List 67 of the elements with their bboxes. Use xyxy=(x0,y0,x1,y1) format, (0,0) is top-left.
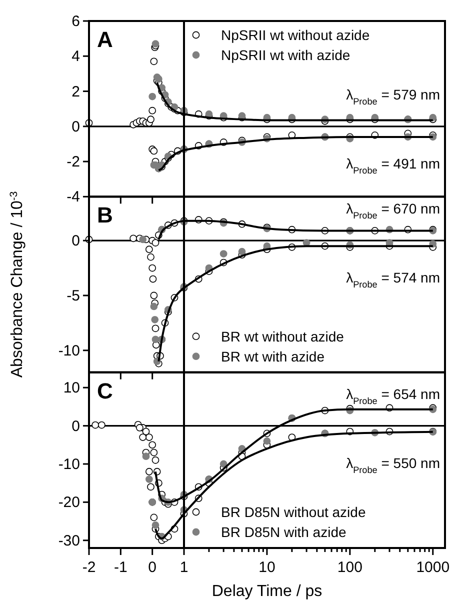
point xyxy=(136,424,144,432)
point xyxy=(152,336,160,344)
x-tick-label: -2 xyxy=(82,559,96,576)
point xyxy=(150,292,158,300)
x-axis-title: Delay Time / ps xyxy=(212,583,322,600)
point xyxy=(147,253,154,261)
point xyxy=(145,246,153,254)
point xyxy=(148,264,156,272)
point xyxy=(152,521,160,529)
legend-label: NpSRII wt with azide xyxy=(221,47,350,63)
y-tick-label: -4 xyxy=(66,188,80,206)
point xyxy=(150,514,158,522)
y-tick-label: 6 xyxy=(72,13,80,30)
point xyxy=(148,92,156,100)
y-tick-label: 0 xyxy=(72,418,80,435)
x-tick-label: 1 xyxy=(180,559,188,576)
legend-label: BR D85N with azide xyxy=(221,524,346,540)
y-tick-label: -20 xyxy=(58,494,80,512)
point xyxy=(147,483,154,491)
annotation: λ$_{Probe}$ = 579 nm xyxy=(346,86,440,106)
point xyxy=(148,106,156,114)
annotation: λ$_{Probe}$ = 654 nm xyxy=(346,386,440,406)
y-tick-label: -10 xyxy=(58,456,80,473)
y-tick-label: -5 xyxy=(66,287,80,304)
point xyxy=(92,421,100,429)
point xyxy=(139,434,147,441)
legend-label: NpSRII wt without azide xyxy=(221,27,370,43)
point xyxy=(145,468,153,476)
annotation: λ$_{Probe}$ = 574 nm xyxy=(346,270,440,290)
point xyxy=(148,441,156,449)
y-tick-label: -30 xyxy=(58,532,80,550)
annotation: λ$_{Probe}$ = 491 nm xyxy=(346,155,440,176)
point xyxy=(142,452,150,460)
point xyxy=(152,324,160,332)
y-tick-label: 2 xyxy=(72,83,80,100)
annotation: λ$_{Probe}$ = 670 nm xyxy=(346,200,440,221)
x-tick-label: 10 xyxy=(258,559,276,576)
legend-label: BR wt without azide xyxy=(221,328,344,344)
point xyxy=(151,316,159,324)
chart-title: C xyxy=(97,378,113,404)
point xyxy=(150,302,158,310)
annotation: λ$_{Probe}$ = 550 nm xyxy=(346,454,440,475)
point xyxy=(152,456,160,464)
point xyxy=(145,476,153,483)
y-tick-label: 0 xyxy=(72,232,80,250)
y-tick-label: 4 xyxy=(72,48,80,66)
y-tick-label: 0 xyxy=(72,118,80,136)
x-tick-label: 100 xyxy=(337,559,362,576)
point xyxy=(147,116,154,124)
y-tick-label: -2 xyxy=(66,154,80,171)
y-tick-label: 10 xyxy=(63,380,80,397)
point xyxy=(98,421,106,429)
y-tick-label: -10 xyxy=(58,342,80,360)
point xyxy=(130,234,138,242)
chart-title: B xyxy=(97,202,113,228)
point xyxy=(145,434,153,441)
point xyxy=(150,448,158,456)
chart-title: A xyxy=(97,27,113,52)
x-tick-label: 0 xyxy=(148,559,157,576)
point xyxy=(150,58,158,66)
legend-label: BR wt with azide xyxy=(221,348,325,364)
point xyxy=(149,275,157,283)
x-tick-label: -1 xyxy=(114,559,128,576)
legend-label: BR D85N without azide xyxy=(221,504,366,520)
point xyxy=(139,236,147,244)
point xyxy=(152,239,160,246)
x-tick-label: 1000 xyxy=(416,559,450,576)
